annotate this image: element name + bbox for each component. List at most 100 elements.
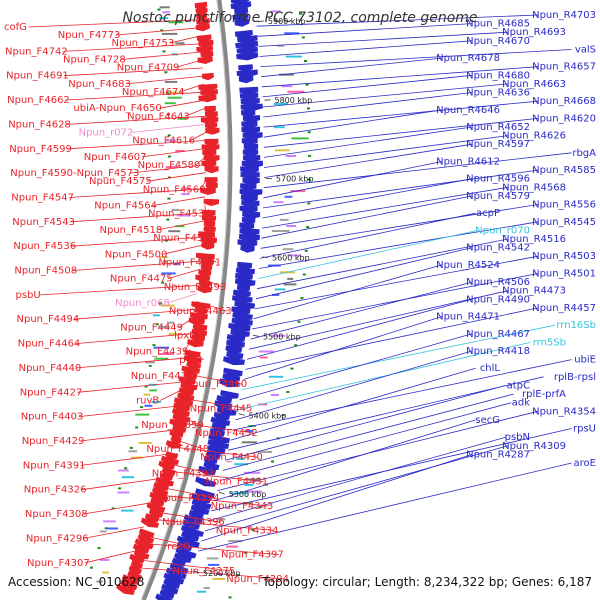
right-leader-line xyxy=(250,281,473,340)
marker-dot xyxy=(286,391,290,393)
left-gene-label: Npun_F4460 xyxy=(185,379,248,390)
right-gene-label: adk xyxy=(512,398,530,409)
right-leader-line xyxy=(263,161,443,199)
forward-gene-arrow xyxy=(234,7,249,16)
left-gene-label: ruvB xyxy=(136,395,159,406)
misc-feature xyxy=(144,404,153,407)
forward-gene-arrow xyxy=(226,351,244,360)
misc-feature xyxy=(206,557,219,560)
left-gene-label: Npun_F4419 xyxy=(131,371,194,382)
left-leader-line xyxy=(76,357,188,369)
right-leader-line xyxy=(248,290,509,350)
marker-dot xyxy=(124,467,128,470)
scale-tick xyxy=(193,570,200,574)
reverse-gene-arrow xyxy=(196,45,214,54)
right-gene-label: acpP xyxy=(476,208,500,219)
right-gene-label: chlL xyxy=(480,363,501,374)
reverse-gene-arrow xyxy=(200,264,213,272)
misc-feature xyxy=(270,10,281,13)
right-gene-label: Npun_R4620 xyxy=(532,113,596,124)
marker-dot xyxy=(294,344,298,347)
left-gene-label: Npun_F4590-Npun_F4573 xyxy=(10,168,139,179)
left-gene-label: Npun_F4427 xyxy=(20,387,83,398)
right-gene-label: Npun_R4503 xyxy=(532,251,596,262)
right-gene-label: Npun_R4585 xyxy=(532,165,596,176)
left-leader-line xyxy=(160,389,182,401)
scale-tick xyxy=(257,20,264,23)
left-leader-line xyxy=(74,309,196,320)
left-gene-label: Npun_F4662 xyxy=(7,95,70,106)
scale-label: 5500 kbp xyxy=(263,332,301,341)
misc-feature xyxy=(181,193,190,196)
right-leader-line xyxy=(208,436,506,522)
marker-dot xyxy=(271,460,274,463)
right-leader-line xyxy=(251,273,539,330)
right-leader-line xyxy=(262,74,473,98)
left-gene-label: Npun_F4449 xyxy=(120,322,183,333)
forward-gene-arrow xyxy=(180,525,204,537)
left-gene-labels: cofGNpun_F4773Npun_F4753Npun_F4742Npun_F… xyxy=(4,22,289,585)
right-leader-line xyxy=(243,316,443,380)
right-gene-label: Npun_R4457 xyxy=(532,303,596,314)
reverse-gene-arrow xyxy=(200,116,219,124)
forward-gene-arrow xyxy=(225,345,243,354)
left-leader-line xyxy=(67,140,206,150)
right-gene-label: Npun_R4597 xyxy=(466,139,530,150)
marker-dot xyxy=(155,323,159,326)
right-leader-line xyxy=(263,92,473,118)
forward-gene-arrow xyxy=(175,547,197,559)
forward-gene-arrow xyxy=(235,267,255,276)
marker-dot xyxy=(307,178,311,181)
left-leader-line xyxy=(159,99,205,109)
right-leader-line xyxy=(259,40,473,57)
marker-dot xyxy=(97,547,101,550)
forward-gene-arrow xyxy=(240,183,257,191)
right-leader-line xyxy=(261,66,539,88)
left-leader-line xyxy=(78,405,178,417)
forward-gene-arrow xyxy=(191,499,212,510)
right-leader-line xyxy=(235,350,473,421)
left-leader-line xyxy=(66,115,206,125)
forward-gene-arrow xyxy=(241,109,256,118)
forward-gene-arrow xyxy=(235,272,253,281)
left-leader-line xyxy=(146,172,206,182)
misc-feature xyxy=(244,502,252,505)
left-leader-line xyxy=(169,35,201,44)
reverse-gene-arrow xyxy=(170,435,182,444)
left-gene-label: Npun_F4463 xyxy=(169,306,232,317)
left-gene-label: Npun_F4674 xyxy=(122,87,185,98)
forward-gene-arrow xyxy=(241,126,261,134)
marker-dot xyxy=(301,36,305,39)
right-leader-line xyxy=(256,238,509,290)
misc-feature xyxy=(276,44,285,47)
left-gene-label: Npun_F4599 xyxy=(9,144,72,155)
scale-tick xyxy=(253,334,260,337)
left-gene-label: Npun_F4308 xyxy=(25,509,88,520)
misc-feature xyxy=(217,518,226,521)
right-leader-line xyxy=(258,230,478,279)
left-leader-line xyxy=(69,188,206,198)
marker-dot xyxy=(167,113,170,116)
forward-gene-arrow xyxy=(236,46,258,55)
right-gene-label: Npun_R4693 xyxy=(502,27,566,38)
forward-gene-arrow xyxy=(240,166,259,174)
left-leader-line xyxy=(179,397,248,409)
right-gene-label: Npun_R4545 xyxy=(532,217,596,228)
misc-feature xyxy=(154,357,169,360)
misc-feature xyxy=(228,540,243,543)
left-gene-label: Npun_F4393 xyxy=(152,469,215,480)
marker-dot xyxy=(299,12,303,15)
forward-gene-arrow xyxy=(239,92,259,101)
forward-gene-arrow xyxy=(181,531,200,542)
forward-gene-arrow xyxy=(198,465,217,475)
left-gene-label: Npun_F4334 xyxy=(216,525,279,536)
marker-dot xyxy=(165,239,169,242)
right-gene-label: Npun_R4490 xyxy=(466,294,530,305)
forward-gene-arrow xyxy=(240,194,258,202)
marker-dot xyxy=(165,92,169,95)
misc-feature xyxy=(282,248,294,251)
misc-feature xyxy=(166,91,178,94)
right-gene-label: Npun_R4556 xyxy=(532,200,596,211)
marker-dot xyxy=(111,507,115,510)
